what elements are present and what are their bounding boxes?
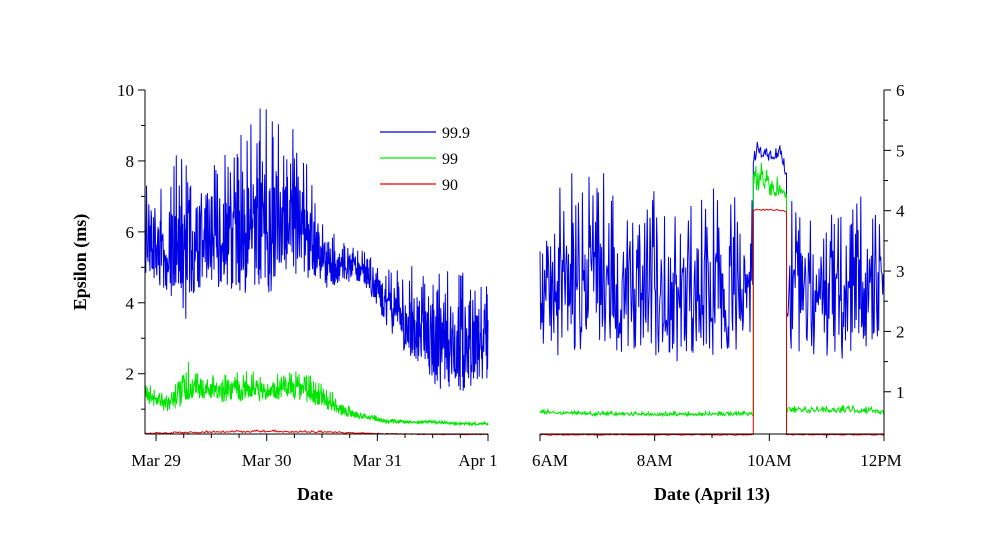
- left-axes: [138, 89, 489, 441]
- left-panel: 2 4 6 8 10 Mar 29 Mar 30 Mar 31 Apr 1 Date Epsil…: [70, 81, 498, 504]
- left-x-tick-label: Mar 29: [131, 451, 181, 470]
- right-y-tick-label: 6: [896, 81, 905, 100]
- left-x-tick-label: Mar 30: [242, 451, 292, 470]
- right-y-tick-label: 2: [896, 322, 905, 341]
- left-tick-labels: 2 4 6 8 10 Mar 29 Mar 30 Mar 31 Apr 1: [117, 81, 498, 470]
- right-panel: 1 2 3 4 5 6 6AM 8AM 10AM 12PM Date (April 13): [532, 81, 905, 505]
- right-x-tick-label: 8AM: [637, 451, 673, 470]
- legend-label: 90: [442, 177, 458, 194]
- left-x-tick-label: Mar 31: [353, 451, 403, 470]
- right-x-tick-label: 12PM: [860, 451, 902, 470]
- left-series-99-9-line: [144, 108, 489, 391]
- legend-label: 99: [442, 151, 458, 168]
- left-y-tick-label: 2: [126, 365, 135, 384]
- right-x-axis-title: Date (April 13): [654, 484, 770, 505]
- right-x-tick-label: 10AM: [747, 451, 791, 470]
- right-series-99-9-line: [539, 141, 885, 362]
- left-y-tick-label: 4: [126, 294, 135, 313]
- right-y-tick-label: 4: [896, 202, 905, 221]
- left-series-group: [144, 108, 489, 436]
- left-x-tick-label: Apr 1: [458, 451, 497, 470]
- right-y-tick-label: 1: [896, 383, 905, 402]
- left-x-axis-title: Date: [297, 484, 333, 504]
- right-axes: [539, 89, 891, 441]
- left-y-tick-label: 6: [126, 223, 135, 242]
- right-series-99-line: [539, 162, 885, 418]
- left-y-tick-label: 8: [126, 152, 135, 171]
- right-y-tick-label: 5: [896, 141, 905, 160]
- right-series-group: [539, 141, 885, 436]
- legend: 99.9 99 90: [380, 125, 470, 194]
- legend-label: 99.9: [442, 125, 470, 142]
- left-y-axis-title: Epsilon (ms): [70, 214, 91, 311]
- right-y-tick-label: 3: [896, 262, 905, 281]
- left-series-99-line: [144, 361, 489, 427]
- right-tick-labels: 1 2 3 4 5 6 6AM 8AM 10AM 12PM: [532, 81, 905, 470]
- left-y-tick-label: 10: [117, 81, 134, 100]
- right-x-tick-label: 6AM: [532, 451, 568, 470]
